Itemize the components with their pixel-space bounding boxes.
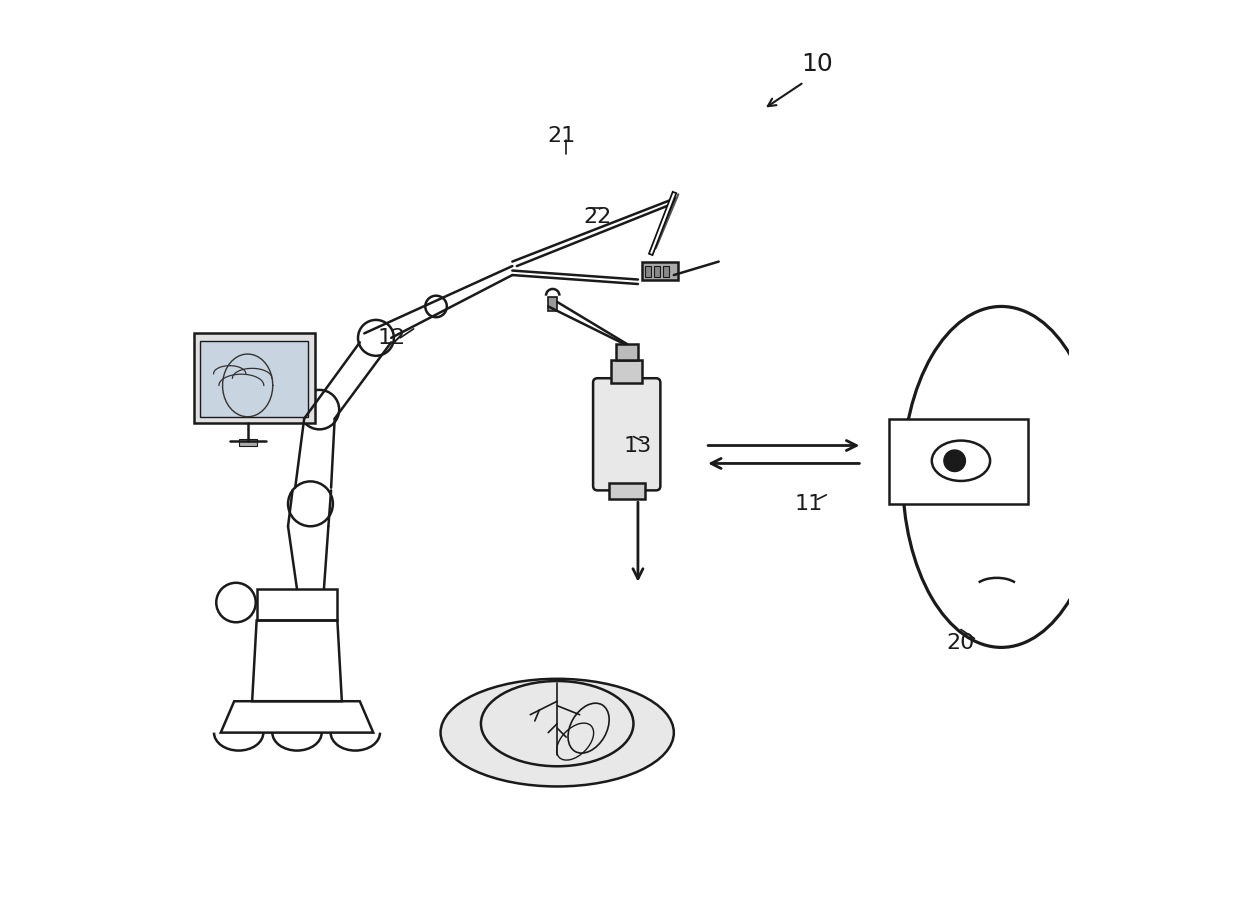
Text: 12: 12	[377, 328, 405, 347]
Bar	[645, 266, 651, 277]
Bar	[609, 483, 645, 500]
Bar	[615, 344, 637, 360]
FancyBboxPatch shape	[593, 378, 661, 491]
Bar	[238, 439, 257, 446]
Bar	[193, 333, 315, 423]
Polygon shape	[548, 298, 557, 310]
Bar	[200, 340, 308, 417]
Text: 21: 21	[548, 126, 575, 146]
Ellipse shape	[440, 679, 673, 787]
Bar	[611, 360, 642, 382]
Text: 22: 22	[584, 207, 611, 227]
Bar	[663, 266, 670, 277]
Polygon shape	[642, 262, 678, 280]
Circle shape	[944, 450, 966, 472]
Bar	[653, 266, 661, 277]
Text: 20: 20	[947, 633, 975, 652]
Text: 13: 13	[624, 436, 652, 455]
Text: 11: 11	[795, 494, 822, 514]
Text: 10: 10	[801, 52, 833, 76]
Bar	[889, 418, 1028, 504]
